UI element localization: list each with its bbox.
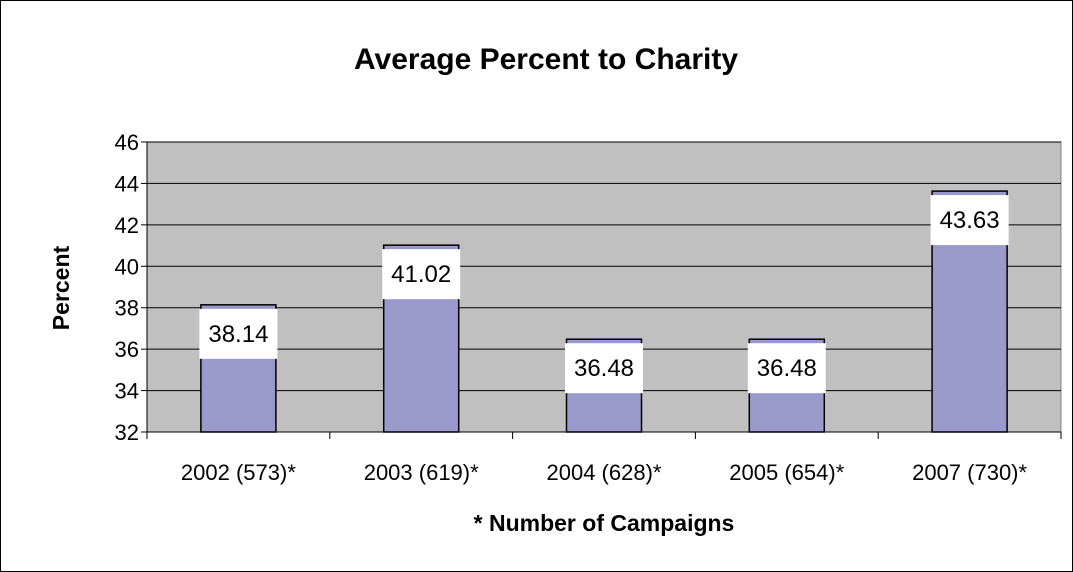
y-tick-label: 40 [115, 254, 139, 279]
y-tick-label: 46 [115, 130, 139, 155]
data-label-background [199, 308, 278, 359]
x-tick-label: 2007 (730)* [912, 460, 1027, 485]
y-axis: 32 34 36 38 40 42 44 46 [115, 130, 148, 445]
data-label: 43.63 [940, 207, 1000, 234]
data-label-background [747, 343, 826, 394]
y-tick-label: 38 [115, 296, 139, 321]
data-label: 38.14 [208, 321, 268, 348]
y-tick-label: 42 [115, 213, 139, 238]
data-labels: 38.14 41.02 36.48 36.48 43.63 [199, 195, 1009, 394]
data-label: 36.48 [574, 355, 634, 382]
chart-title: Average Percent to Charity [354, 43, 738, 76]
y-tick-label: 32 [115, 420, 139, 445]
gridlines [147, 141, 1061, 392]
y-tick-label: 44 [115, 171, 139, 196]
y-axis-title: Percent [48, 245, 74, 330]
x-tick-label: 2002 (573)* [181, 460, 296, 485]
y-tick-label: 34 [115, 379, 139, 404]
data-label: 41.02 [391, 261, 451, 288]
x-tick-label: 2003 (619)* [364, 460, 479, 485]
data-label: 36.48 [757, 355, 817, 382]
x-tick-label: 2005 (654)* [729, 460, 844, 485]
x-tick-label: 2004 (628)* [547, 460, 662, 485]
y-tick-label: 36 [115, 337, 139, 362]
data-label-background [930, 195, 1009, 246]
x-axis: 2002 (573)* 2003 (619)* 2004 (628)* 2005 (6… [146, 431, 1062, 485]
data-label-background [382, 249, 461, 300]
data-label-background [565, 343, 643, 394]
x-axis-title: * Number of Campaigns [474, 510, 735, 536]
